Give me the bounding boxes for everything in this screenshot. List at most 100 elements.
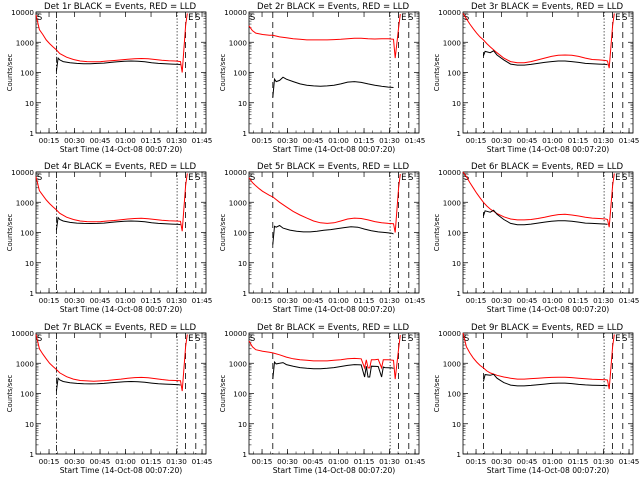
x-tick-label: 01:00 [115, 457, 136, 466]
x-tick-label: 00:15 [252, 296, 273, 305]
x-tick-label: 01:30 [166, 296, 187, 305]
plot-frame [248, 332, 420, 455]
x-tick-label: 01:00 [328, 296, 349, 305]
detector-panel-5: Det 5r BLACK = Events, RED = LLD 1 10 100 10… [219, 162, 425, 314]
y-axis-label: Counts/sec [6, 54, 14, 92]
event-marker-s: S [622, 173, 627, 183]
event-marker-s: S [622, 13, 627, 23]
x-tick-label: 01:45 [405, 296, 426, 305]
x-tick-label: 00:15 [252, 457, 273, 466]
plot-frame [462, 11, 634, 134]
x-tick-label: 01:30 [166, 457, 187, 466]
x-tick-label: 01:45 [192, 296, 213, 305]
y-tick-label: 100 [447, 390, 461, 399]
event-marker-s: S [464, 173, 469, 183]
y-axis-label: Counts/sec [6, 214, 14, 252]
event-marker-e: E [401, 13, 406, 23]
x-tick-label: 00:30 [64, 457, 85, 466]
plot-frame [35, 171, 207, 294]
x-tick-label: 00:30 [277, 296, 298, 305]
detector-panel-3: Det 3r BLACK = Events, RED = LLD 1 10 100 10… [433, 2, 639, 154]
x-tick-label: 00:45 [303, 136, 324, 145]
event-marker-s: S [408, 13, 413, 23]
y-tick-label: 1 [29, 450, 34, 459]
y-tick-label: 10000 [11, 329, 34, 338]
event-marker-e: E [188, 334, 193, 344]
y-tick-label: 1000 [16, 198, 35, 207]
x-tick-label: 01:45 [619, 136, 640, 145]
x-tick-label: 00:30 [491, 457, 512, 466]
series-line-events [272, 76, 394, 98]
panel-title: Det 8r BLACK = Events, RED = LLD [257, 323, 409, 333]
y-tick-label: 1 [456, 450, 461, 459]
event-marker-s: S [250, 13, 255, 23]
panel-title: Det 4r BLACK = Events, RED = LLD [44, 162, 196, 172]
x-tick-label: 01:00 [328, 457, 349, 466]
y-tick-label: 1000 [16, 38, 35, 47]
y-tick-label: 1 [456, 289, 461, 298]
x-tick-label: 01:30 [379, 296, 400, 305]
x-axis-label: Start Time (14-Oct-08 00:07:20) [487, 145, 610, 154]
event-marker-s: S [408, 173, 413, 183]
x-tick-label: 01:45 [619, 457, 640, 466]
x-tick-label: 01:30 [593, 296, 614, 305]
y-tick-label: 1000 [443, 198, 462, 207]
event-marker-s: S [37, 334, 42, 344]
x-axis-label: Start Time (14-Oct-08 00:07:20) [487, 305, 610, 314]
y-tick-label: 1 [29, 289, 34, 298]
x-tick-label: 01:00 [542, 136, 563, 145]
x-tick-label: 01:15 [141, 296, 162, 305]
x-tick-label: 00:30 [277, 457, 298, 466]
event-marker-e: E [615, 173, 620, 183]
series-line-events [55, 377, 181, 392]
x-tick-label: 01:45 [192, 457, 213, 466]
x-tick-label: 00:45 [517, 136, 538, 145]
series-line-events [272, 224, 394, 245]
x-tick-label: 01:45 [619, 296, 640, 305]
x-tick-label: 00:30 [491, 136, 512, 145]
x-tick-label: 01:45 [405, 457, 426, 466]
y-axis-label: Counts/sec [219, 375, 227, 413]
panel-title: Det 2r BLACK = Events, RED = LLD [257, 2, 409, 12]
detector-panel-8: Det 8r BLACK = Events, RED = LLD 1 10 100 10… [219, 323, 425, 475]
x-tick-label: 01:15 [568, 136, 589, 145]
x-axis-label: Start Time (14-Oct-08 00:07:20) [487, 466, 610, 475]
detector-panel-9: Det 9r BLACK = Events, RED = LLD 1 10 100 10… [433, 323, 639, 475]
x-axis-label: Start Time (14-Oct-08 00:07:20) [273, 466, 396, 475]
x-axis-label: Start Time (14-Oct-08 00:07:20) [60, 145, 183, 154]
series-line-lld [35, 13, 188, 73]
y-tick-label: 1000 [229, 359, 248, 368]
x-tick-label: 00:45 [90, 296, 111, 305]
x-tick-label: 01:30 [379, 136, 400, 145]
plot-frame [462, 332, 634, 455]
event-marker-s: S [195, 13, 200, 23]
y-tick-label: 10 [452, 259, 462, 268]
event-marker-s: S [250, 334, 255, 344]
y-axis-label: Counts/sec [433, 375, 441, 413]
y-tick-label: 10 [452, 99, 462, 108]
y-tick-label: 10 [238, 259, 248, 268]
y-tick-label: 1 [456, 129, 461, 138]
event-marker-s: S [464, 334, 469, 344]
plot-frame [35, 332, 207, 455]
y-tick-label: 100 [447, 69, 461, 78]
event-marker-s: S [622, 334, 627, 344]
plot-frame [248, 11, 420, 134]
x-tick-label: 00:45 [303, 296, 324, 305]
panel-title: Det 6r BLACK = Events, RED = LLD [471, 162, 623, 172]
detector-panel-2: Det 2r BLACK = Events, RED = LLD 1 10 100 10… [219, 2, 425, 154]
y-tick-label: 10000 [224, 8, 247, 17]
event-marker-s: S [408, 334, 413, 344]
series-line-lld [248, 335, 401, 380]
y-tick-label: 100 [447, 229, 461, 238]
x-tick-label: 01:15 [568, 296, 589, 305]
x-tick-label: 00:30 [64, 136, 85, 145]
series-line-lld [462, 332, 615, 390]
x-tick-label: 01:15 [354, 457, 375, 466]
y-tick-label: 1000 [229, 38, 248, 47]
x-tick-label: 00:45 [517, 457, 538, 466]
y-tick-label: 10 [238, 99, 248, 108]
panel-title: Det 7r BLACK = Events, RED = LLD [44, 323, 196, 333]
